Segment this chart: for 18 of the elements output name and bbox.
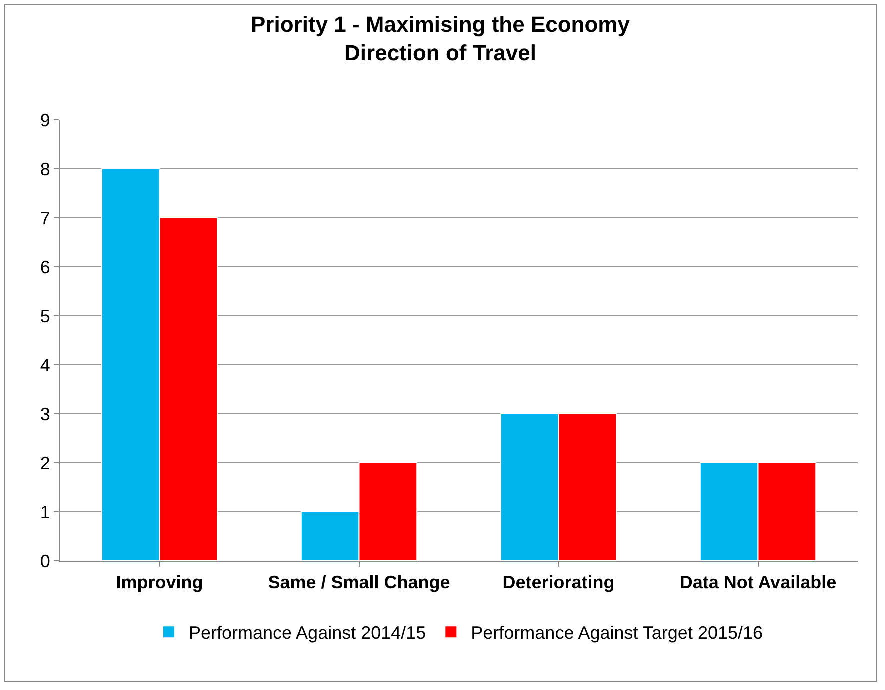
y-tick-label: 4	[40, 355, 50, 376]
chart-subtitle: Direction of Travel	[344, 40, 536, 66]
y-tick-label: 6	[40, 257, 50, 278]
legend-label: Performance Against Target 2015/16	[471, 623, 764, 644]
x-tick-label: Same / Small Change	[268, 572, 450, 593]
legend-label: Performance Against 2014/15	[189, 623, 426, 644]
chart-title: Priority 1 - Maximising the Economy	[251, 12, 631, 38]
y-tick-label: 8	[40, 159, 50, 180]
y-tick-label: 2	[40, 453, 50, 474]
x-tick-label: Improving	[116, 572, 204, 593]
y-tick-label: 1	[40, 502, 50, 522]
y-tick-label: 5	[40, 306, 50, 326]
y-tick-label: 9	[40, 110, 50, 130]
y-tick-label: 7	[40, 208, 50, 228]
x-tick-label: Deteriorating	[502, 572, 615, 593]
y-tick-label: 3	[40, 404, 50, 424]
x-tick-label: Data Not Available	[680, 572, 837, 593]
y-tick-label: 0	[40, 551, 50, 572]
